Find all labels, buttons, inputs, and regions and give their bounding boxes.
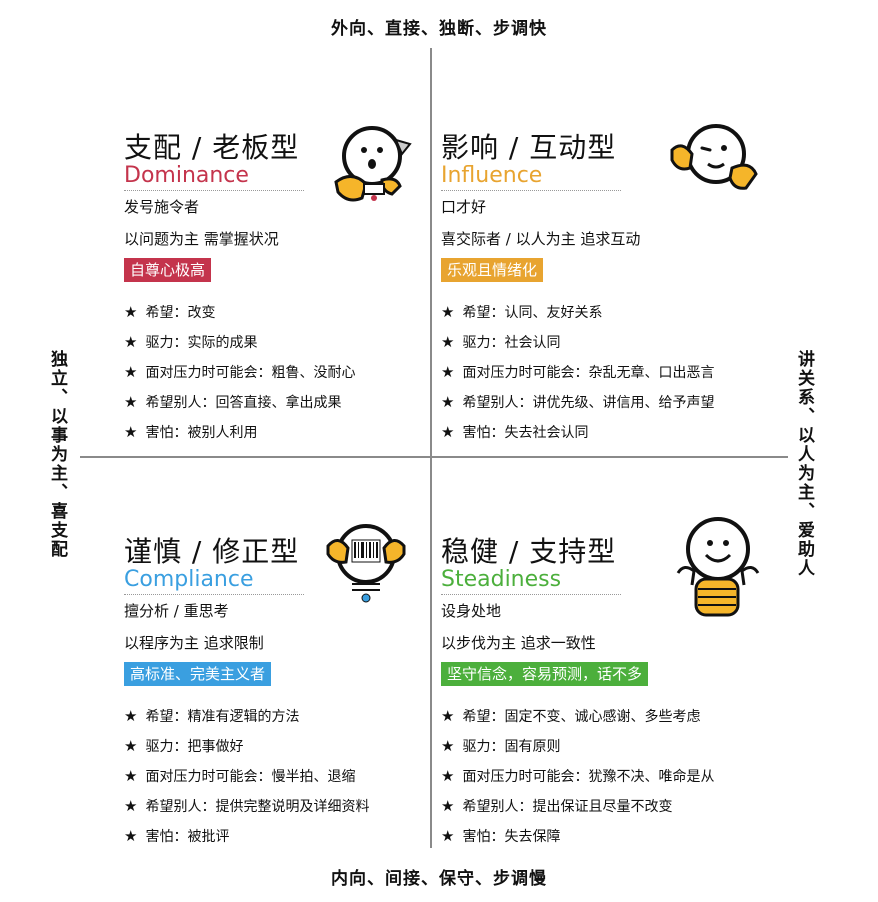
quadrant-dominance: 支配 / 老板型 Dominance 发号施令者 以问题为主 需掌握状况 自尊心… [124, 130, 454, 460]
list-item: ★ 驱力：把事做好 [124, 737, 244, 755]
axis-label-right: 讲关系、以人为主、爱助人 [794, 350, 814, 578]
list-item: ★ 害怕：失去社会认同 [441, 423, 589, 441]
trait-badge: 高标准、完美主义者 [124, 662, 272, 686]
quadrant-steadiness: 稳健 / 支持型 Steadiness 设身处地 以步伐为主 追求一致性 坚守信… [441, 534, 771, 864]
list-item: ★ 驱力：社会认同 [441, 333, 561, 351]
list-item: ★ 希望：固定不变、诚心感谢、多些考虑 [441, 707, 701, 725]
list-item: ★ 希望别人：讲优先级、讲信用、给予声望 [441, 393, 715, 411]
star-icon: ★ [441, 423, 455, 441]
surprised-face-icon [334, 126, 412, 202]
star-icon: ★ [441, 827, 455, 845]
quadrant-subtitle: Compliance [124, 567, 254, 592]
quadrant-compliance: 谨慎 / 修正型 Compliance 擅分析 / 重思考 以程序为主 追求限制… [124, 534, 454, 864]
star-icon: ★ [124, 707, 138, 725]
star-icon: ★ [124, 303, 138, 321]
star-icon: ★ [441, 737, 455, 755]
axis-label-top: 外向、直接、独断、步调快 [331, 19, 547, 39]
quadrant-subtitle: Steadiness [441, 567, 562, 592]
list-item: ★ 面对压力时可能会：犹豫不决、唯命是从 [441, 767, 715, 785]
star-icon: ★ [124, 797, 138, 815]
star-icon: ★ [124, 393, 138, 411]
list-item: ★ 希望：认同、友好关系 [441, 303, 603, 321]
star-icon: ★ [441, 797, 455, 815]
list-item: ★ 害怕：被别人利用 [124, 423, 258, 441]
quadrant-line-2: 以问题为主 需掌握状况 [124, 230, 279, 248]
star-icon: ★ [441, 393, 455, 411]
quadrant-subtitle: Dominance [124, 163, 249, 188]
dotted-divider [441, 594, 621, 595]
trait-badge: 乐观且情绪化 [441, 258, 544, 282]
quadrant-title: 支配 / 老板型 [124, 131, 300, 164]
list-item: ★ 面对压力时可能会：慢半拍、退缩 [124, 767, 356, 785]
list-item: ★ 驱力：实际的成果 [124, 333, 258, 351]
list-item: ★ 面对压力时可能会：杂乱无章、口出恶言 [441, 363, 715, 381]
dotted-divider [124, 594, 304, 595]
star-icon: ★ [441, 707, 455, 725]
quadrant-line-1: 口才好 [441, 198, 487, 216]
trait-badge: 自尊心极高 [124, 258, 212, 282]
dotted-divider [124, 190, 304, 191]
quadrant-line-1: 擅分析 / 重思考 [124, 602, 229, 620]
quadrant-line-1: 设身处地 [441, 602, 502, 620]
vertical-axis-line [430, 48, 432, 848]
star-icon: ★ [441, 363, 455, 381]
quadrant-line-2: 以程序为主 追求限制 [124, 634, 264, 652]
barcode-face-icon [326, 524, 406, 603]
list-item: ★ 希望别人：提出保证且尽量不改变 [441, 797, 673, 815]
trait-list: ★ 希望：认同、友好关系 ★ 驱力：社会认同 ★ 面对压力时可能会：杂乱无章、口出恶言… [441, 298, 771, 448]
star-icon: ★ [124, 363, 138, 381]
trait-list: ★ 希望：改变 ★ 驱力：实际的成果 ★ 面对压力时可能会：粗鲁、没耐心 ★ 希望别人：… [124, 298, 454, 448]
winking-face-icon [670, 124, 758, 190]
list-item: ★ 希望：精准有逻辑的方法 [124, 707, 300, 725]
trait-list: ★ 希望：精准有逻辑的方法 ★ 驱力：把事做好 ★ 面对压力时可能会：慢半拍、退缩 ★… [124, 702, 454, 852]
list-item: ★ 希望别人：提供完整说明及详细资料 [124, 797, 370, 815]
smiling-face-icon [676, 517, 760, 617]
quadrant-line-1: 发号施令者 [124, 198, 200, 216]
list-item: ★ 希望别人：回答直接、拿出成果 [124, 393, 342, 411]
star-icon: ★ [124, 767, 138, 785]
list-item: ★ 害怕：失去保障 [441, 827, 561, 845]
star-icon: ★ [124, 737, 138, 755]
quadrant-subtitle: Influence [441, 163, 543, 188]
star-icon: ★ [124, 333, 138, 351]
quadrant-line-2: 喜交际者 / 以人为主 追求互动 [441, 230, 641, 248]
quadrant-title: 谨慎 / 修正型 [124, 535, 300, 568]
list-item: ★ 驱力：固有原则 [441, 737, 561, 755]
star-icon: ★ [124, 827, 138, 845]
star-icon: ★ [441, 767, 455, 785]
quadrant-title: 影响 / 互动型 [441, 131, 617, 164]
quadrant-line-2: 以步伐为主 追求一致性 [441, 634, 596, 652]
quadrant-influence: 影响 / 互动型 Influence 口才好 喜交际者 / 以人为主 追求互动 … [441, 130, 771, 460]
star-icon: ★ [124, 423, 138, 441]
trait-list: ★ 希望：固定不变、诚心感谢、多些考虑 ★ 驱力：固有原则 ★ 面对压力时可能会：犹豫… [441, 702, 771, 852]
axis-label-left: 独立、以事为主、喜支配 [47, 350, 67, 559]
quadrant-title: 稳健 / 支持型 [441, 535, 617, 568]
list-item: ★ 害怕：被批评 [124, 827, 230, 845]
axis-label-bottom: 内向、间接、保守、步调慢 [331, 869, 547, 889]
horizontal-axis-line [80, 456, 788, 458]
list-item: ★ 面对压力时可能会：粗鲁、没耐心 [124, 363, 356, 381]
trait-badge: 坚守信念，容易预测，话不多 [441, 662, 649, 686]
star-icon: ★ [441, 333, 455, 351]
list-item: ★ 希望：改变 [124, 303, 216, 321]
star-icon: ★ [441, 303, 455, 321]
dotted-divider [441, 190, 621, 191]
